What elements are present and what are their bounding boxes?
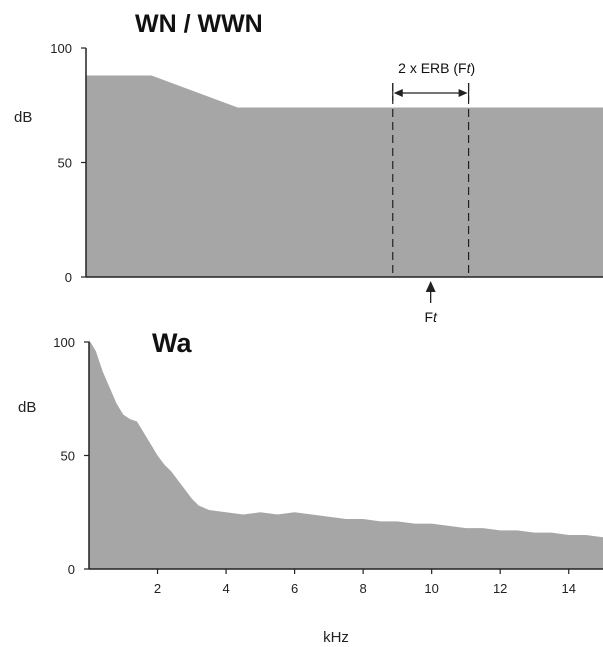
chart-top: WN / WWN dB 0 50 100 2 x ERB (Ft) Ft [14,10,603,325]
erb-band-label: 2 x ERB (Ft) [398,60,475,76]
ft-marker-label: Ft [424,309,438,325]
y-tick-label: 50 [58,156,72,171]
y-tick-label: 0 [68,562,75,577]
x-tick-label: 12 [493,581,507,596]
y-tick-label: 100 [53,335,75,350]
x-tick-label: 8 [360,581,367,596]
erb-band-arrowhead-left [393,89,403,97]
y-tick-label: 0 [65,270,72,285]
chart-bottom-yticks: 0 50 100 [53,335,89,577]
chart-top-area [86,75,603,277]
chart-bottom-xlabel: kHz [323,629,349,646]
chart-bottom-title: Wa [152,328,192,358]
chart-top-title: WN / WWN [135,10,263,38]
chart-bottom-area [89,339,603,569]
chart-top-annotations: 2 x ERB (Ft) Ft [392,60,475,325]
chart-top-ylabel: dB [14,109,32,126]
x-tick-label: 4 [222,581,229,596]
chart-top-yticks: 0 50 100 [50,41,86,285]
chart-bottom-xticks: 2 4 6 8 10 12 14 [154,569,576,596]
x-tick-label: 10 [424,581,438,596]
chart-bottom-ylabel: dB [18,399,36,416]
x-tick-label: 6 [291,581,298,596]
erb-band-arrowhead-right [458,89,468,97]
y-tick-label: 100 [50,41,72,56]
chart-bottom: Wa dB 0 50 100 2 4 6 8 10 12 14 kHz [18,328,603,646]
ft-marker-arrowhead [425,281,436,292]
y-tick-label: 50 [61,449,75,464]
x-tick-label: 14 [561,581,575,596]
x-tick-label: 2 [154,581,161,596]
